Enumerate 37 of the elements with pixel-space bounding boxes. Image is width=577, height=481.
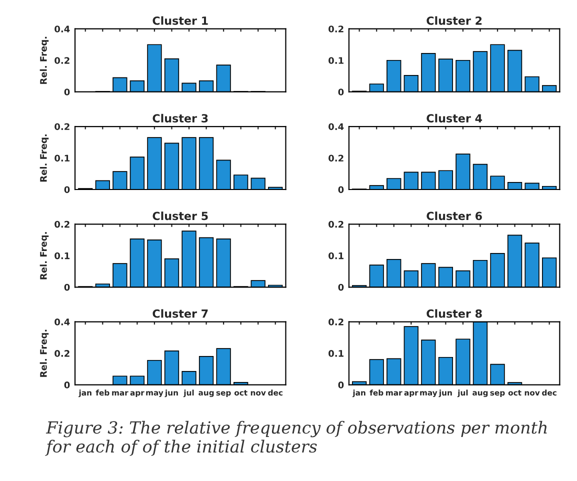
chart-title: Cluster 7	[152, 309, 208, 318]
y-axis-title: Rel. Freq.	[40, 330, 49, 377]
chart-title: Cluster 6	[426, 212, 482, 220]
y-tick-label: 0	[338, 88, 344, 96]
y-tick-label: 0	[338, 382, 344, 388]
y-tick-label: 0.1	[328, 350, 344, 357]
chart-title: Cluster 5	[152, 212, 208, 220]
y-tick-label: 0	[64, 186, 70, 194]
y-tick-label: 0.4	[54, 26, 70, 32]
chart-title: Cluster 3	[152, 114, 208, 122]
caption: Figure 3: The relative frequency of observations per month for each of of the initial clusters	[45, 420, 547, 456]
y-axis-title: Rel. Freq.	[40, 232, 49, 280]
y-tick-label: 0.2	[328, 26, 344, 32]
y-tick-label: 0	[338, 186, 344, 194]
y-tick-label: 0.2	[54, 57, 70, 64]
y-tick-label: 0	[64, 88, 70, 96]
y-tick-label: 0.4	[328, 123, 344, 130]
y-tick-label: 0.1	[328, 57, 344, 64]
y-tick-label: 0	[338, 284, 344, 291]
y-tick-label: 0.1	[54, 252, 70, 260]
y-axis-title: Rel. Freq.	[40, 36, 49, 84]
y-tick-label: 0.2	[328, 220, 344, 228]
y-tick-label: 0.2	[54, 350, 70, 357]
y-tick-label: 0	[64, 382, 70, 388]
y-axis-title: Rel. Freq.	[40, 134, 49, 182]
chart-title: Cluster 4	[426, 114, 482, 122]
chart-title: Cluster 1	[152, 16, 208, 25]
y-tick-label: 0.2	[328, 318, 344, 326]
y-tick-label: 0	[64, 284, 70, 291]
y-tick-label: 0.2	[54, 220, 70, 228]
chart-title: Cluster 8	[426, 309, 482, 318]
y-tick-label: 0.4	[54, 318, 70, 326]
y-tick-label: 0.1	[328, 252, 344, 260]
y-tick-label: 0.2	[328, 154, 344, 162]
chart-title: Cluster 2	[426, 16, 482, 25]
y-tick-label: 0.2	[54, 123, 70, 130]
y-tick-label: 0.1	[54, 154, 70, 162]
